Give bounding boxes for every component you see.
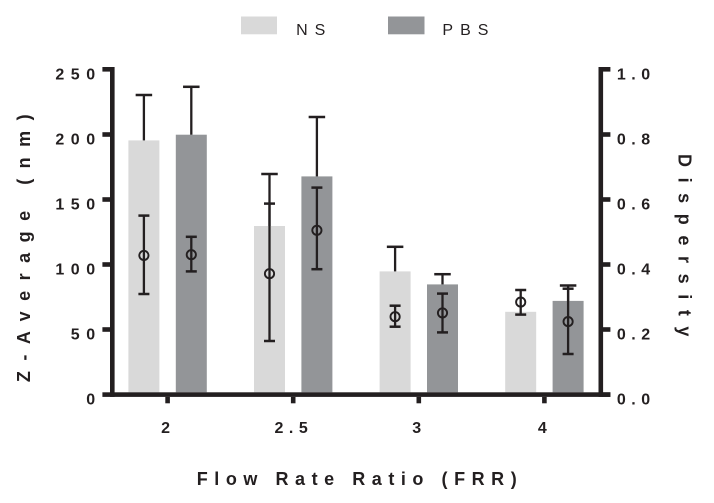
svg-text:PBS: PBS bbox=[442, 22, 495, 39]
svg-text:Dispersity: Dispersity bbox=[675, 154, 695, 347]
svg-text:Flow Rate Ratio (FRR): Flow Rate Ratio (FRR) bbox=[197, 469, 524, 489]
svg-text:0.4: 0.4 bbox=[617, 262, 656, 279]
svg-text:50: 50 bbox=[71, 327, 102, 344]
svg-text:0.6: 0.6 bbox=[617, 197, 656, 214]
svg-text:100: 100 bbox=[55, 262, 101, 279]
svg-text:Z-Average (nm): Z-Average (nm) bbox=[14, 104, 34, 382]
svg-text:0.8: 0.8 bbox=[617, 132, 656, 149]
svg-text:NS: NS bbox=[296, 22, 332, 39]
svg-text:200: 200 bbox=[55, 132, 101, 149]
svg-text:2.5: 2.5 bbox=[275, 420, 314, 437]
svg-text:0.0: 0.0 bbox=[617, 392, 656, 409]
svg-text:0.2: 0.2 bbox=[617, 327, 656, 344]
svg-text:250: 250 bbox=[55, 66, 101, 83]
svg-text:0: 0 bbox=[86, 392, 101, 409]
svg-text:2: 2 bbox=[161, 420, 175, 437]
svg-text:4: 4 bbox=[538, 420, 552, 437]
svg-text:150: 150 bbox=[55, 197, 101, 214]
svg-text:3: 3 bbox=[412, 420, 426, 437]
svg-text:1.0: 1.0 bbox=[617, 66, 656, 83]
